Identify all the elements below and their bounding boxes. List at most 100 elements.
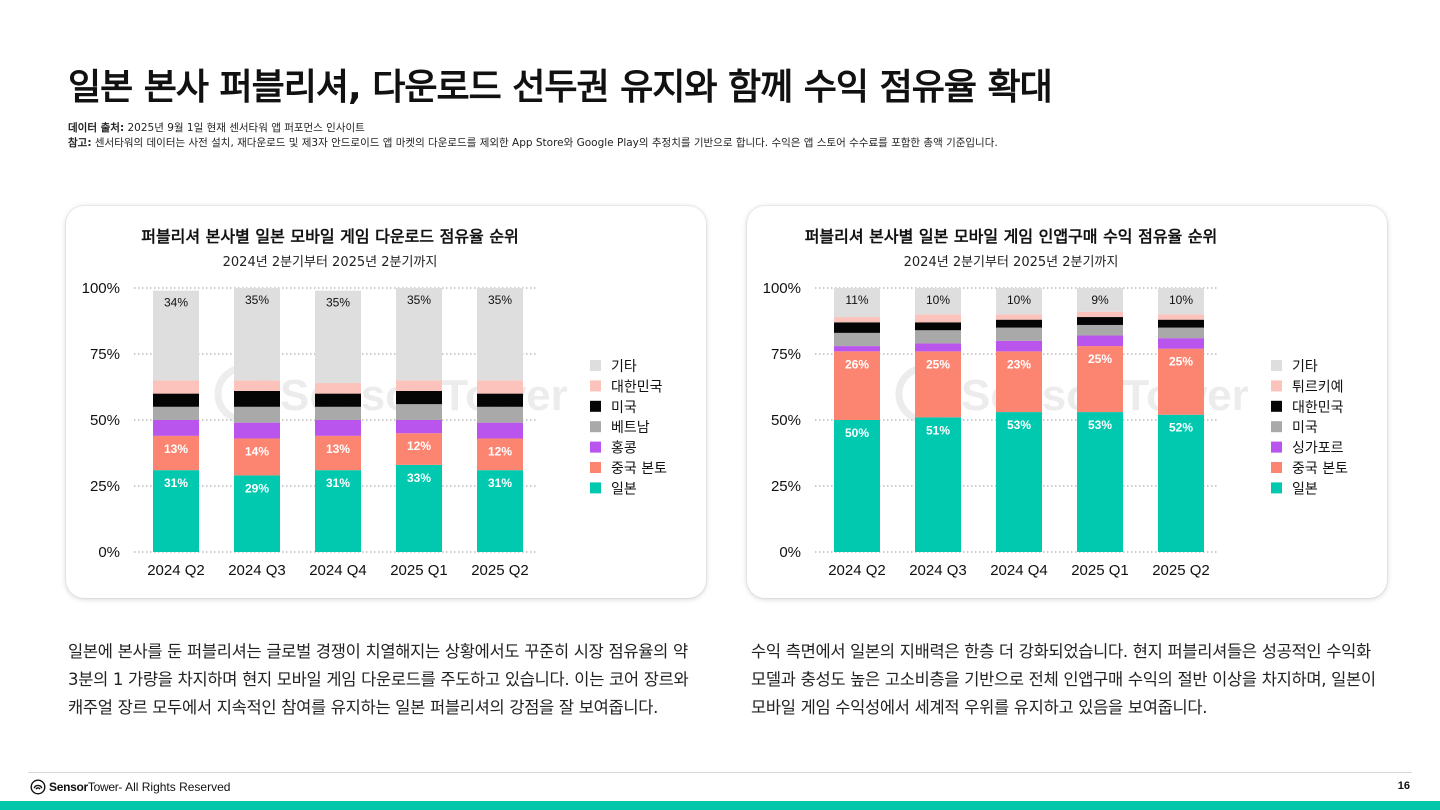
legend-item: 대한민국: [1271, 400, 1344, 416]
y-tick-label: 25%: [771, 478, 801, 495]
legend-swatch: [590, 482, 601, 494]
data-source-note: 데이터 출처: 2025년 9월 1일 현재 센서타워 앱 퍼포먼스 인사이트 …: [68, 121, 998, 151]
bar-segment: [1077, 335, 1123, 347]
bar-segment: [477, 380, 523, 394]
legend-swatch: [1271, 360, 1282, 371]
bar-segment: [477, 393, 523, 407]
legend-label: 기타: [611, 359, 637, 375]
legend-item: 일본: [590, 481, 637, 497]
bar-segment: [315, 393, 361, 407]
bar-segment: [234, 438, 280, 476]
legend-item: 미국: [1271, 420, 1318, 436]
bar-segment: [1077, 324, 1123, 336]
footer: Sensor Tower - All Rights Reserved: [30, 778, 230, 796]
legend-label: 중국 본토: [611, 461, 667, 477]
y-tick-label: 0%: [98, 544, 120, 561]
y-tick-label: 50%: [90, 412, 120, 429]
legend-label: 대한민국: [611, 379, 663, 395]
bottom-accent-bar: [0, 801, 1440, 810]
bar-segment: [1158, 327, 1204, 339]
bar-segment: [1158, 288, 1204, 315]
bar-segment: [396, 390, 442, 405]
bar-segment: [915, 288, 961, 315]
bar-segment: [234, 475, 280, 552]
bar-segment: [1077, 317, 1123, 325]
legend-label: 홍콩: [611, 441, 637, 457]
bar-segment: [996, 351, 1042, 413]
x-tick-label: 2024 Q2: [147, 562, 205, 579]
bar-segment: [1077, 412, 1123, 552]
data-label: 31%: [326, 476, 350, 490]
legend-item: 중국 본토: [1271, 461, 1348, 477]
data-label: 53%: [1088, 418, 1112, 432]
legend-item: 베트남: [590, 420, 650, 436]
bar-segment: [1158, 338, 1204, 349]
legend-swatch: [1271, 400, 1282, 412]
bar-segment: [315, 420, 361, 436]
legend-swatch: [1271, 441, 1282, 453]
legend-label: 기타: [1292, 359, 1318, 375]
page-title: 일본 본사 퍼블리셔, 다운로드 선두권 유지와 함께 수익 점유율 확대: [68, 67, 1053, 108]
y-tick-label: 25%: [90, 478, 120, 495]
data-label: 10%: [926, 293, 950, 307]
data-label: 25%: [1169, 355, 1193, 369]
source-text: 2025년 9월 1일 현재 센서타워 앱 퍼포먼스 인사이트: [124, 122, 365, 134]
bar-segment: [234, 380, 280, 391]
bar-segment: [1158, 414, 1204, 552]
bar-segment: [915, 314, 961, 323]
bar-segment: [396, 464, 442, 552]
bar-segment: [996, 319, 1042, 328]
legend-label: 싱가포르: [1292, 441, 1344, 457]
data-label: 10%: [1007, 293, 1031, 307]
bar-segment: [315, 383, 361, 394]
data-label: 34%: [164, 296, 188, 310]
sensor-tower-logo-icon: [30, 779, 46, 795]
x-tick-label: 2024 Q3: [228, 562, 286, 579]
legend-label: 베트남: [611, 420, 650, 436]
bar-segment: [477, 438, 523, 471]
chart-title: 퍼블리셔 본사별 일본 모바일 게임 다운로드 점유율 순위: [141, 227, 519, 246]
data-label: 33%: [407, 471, 431, 485]
rights-text: - All Rights Reserved: [118, 780, 231, 794]
x-tick-label: 2025 Q1: [390, 562, 448, 579]
legend-label: 대한민국: [1292, 400, 1344, 416]
page-number: 16: [1397, 780, 1410, 792]
legend-item: 싱가포르: [1271, 441, 1344, 457]
y-tick-label: 50%: [771, 412, 801, 429]
legend-item: 대한민국: [590, 379, 663, 395]
legend-swatch: [1271, 380, 1282, 392]
x-tick-label: 2025 Q1: [1071, 562, 1129, 579]
bar-segment: [834, 322, 880, 333]
note-label: 참고:: [68, 137, 92, 149]
bar-segment: [477, 406, 523, 423]
chart-subtitle: 2024년 2분기부터 2025년 2분기까지: [904, 255, 1119, 270]
bar-segment: [153, 406, 199, 420]
x-tick-label: 2025 Q2: [1152, 562, 1210, 579]
legend-swatch: [1271, 482, 1282, 494]
data-label: 50%: [845, 426, 869, 440]
bar-segment: [834, 332, 880, 347]
data-label: 35%: [326, 296, 350, 310]
x-tick-label: 2024 Q2: [828, 562, 886, 579]
bar-segment: [915, 343, 961, 352]
bar-segment: [915, 351, 961, 418]
x-tick-label: 2024 Q4: [990, 562, 1048, 579]
y-tick-label: 75%: [90, 346, 120, 363]
bar-segment: [396, 420, 442, 434]
data-label: 13%: [326, 442, 350, 456]
chart-title: 퍼블리셔 본사별 일본 모바일 게임 인앱구매 수익 점유율 순위: [805, 227, 1218, 246]
bar-segment: [234, 390, 280, 407]
source-label: 데이터 출처:: [68, 122, 125, 134]
bar-segment: [234, 406, 280, 423]
data-label: 51%: [926, 423, 950, 437]
downloads-chart: 퍼블리셔 본사별 일본 모바일 게임 다운로드 점유율 순위 2024년 2분기부…: [82, 227, 667, 579]
data-label: 31%: [164, 476, 188, 490]
legend-label: 일본: [1292, 481, 1318, 497]
bar-segment: [396, 380, 442, 391]
brand-tower: Tower: [87, 780, 119, 794]
footer-divider: [28, 772, 1412, 773]
data-label: 12%: [407, 439, 431, 453]
bar-segment: [315, 435, 361, 471]
bar-segment: [153, 435, 199, 471]
bar-segment: [834, 351, 880, 420]
